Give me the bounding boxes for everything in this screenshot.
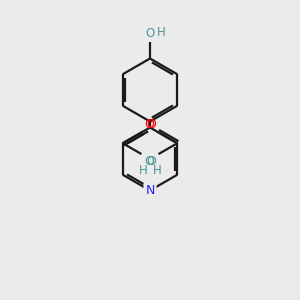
Text: O: O	[146, 118, 156, 130]
Text: H: H	[153, 164, 161, 177]
Text: O: O	[144, 118, 154, 130]
Text: O: O	[146, 28, 154, 40]
Text: H: H	[139, 164, 147, 177]
Text: H: H	[157, 26, 165, 39]
Text: O: O	[144, 155, 154, 168]
Text: N: N	[145, 184, 155, 197]
Text: O: O	[146, 154, 156, 168]
